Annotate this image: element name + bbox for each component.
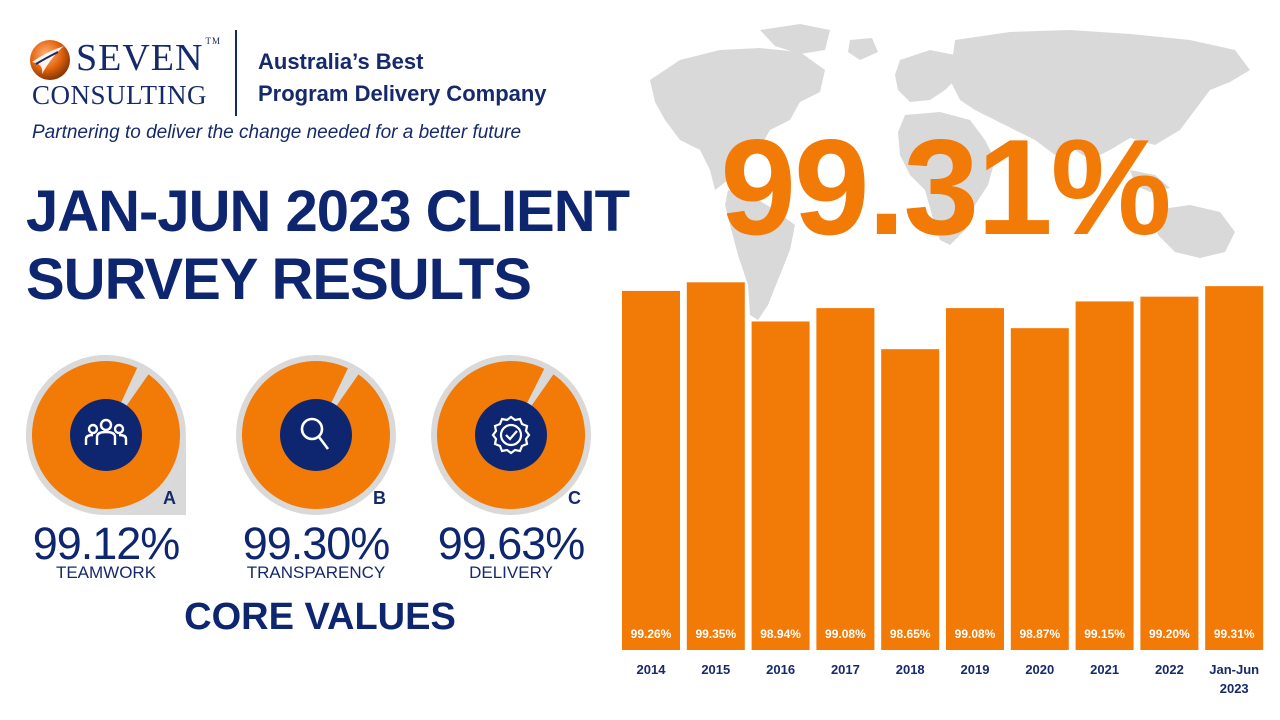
x-tick-label: 2023 <box>1220 681 1249 696</box>
bar-data-label: 99.20% <box>1149 627 1190 641</box>
bar-data-label: 98.65% <box>890 627 931 641</box>
logo-globe-icon <box>30 40 70 80</box>
dial-ring <box>26 355 186 515</box>
x-tick-label: 2017 <box>831 662 860 677</box>
transparency-label: TRANSPARENCY <box>246 563 386 582</box>
bar-2022 <box>1140 296 1199 650</box>
delivery-dial: C <box>431 355 591 515</box>
x-tick-label: 2018 <box>896 662 925 677</box>
team-icon <box>84 418 128 445</box>
x-tick-label: 2014 <box>637 662 667 677</box>
bar-2016 <box>751 321 810 650</box>
x-tick-label: 2020 <box>1025 662 1054 677</box>
x-tick-label: 2021 <box>1090 662 1119 677</box>
logo-divider <box>235 30 237 116</box>
bar-2020 <box>1010 328 1069 650</box>
dial-ring <box>431 355 591 515</box>
title-line-2: SURVEY RESULTS <box>26 247 532 312</box>
bar-2021 <box>1075 301 1134 650</box>
bar-2018 <box>881 349 940 650</box>
dial-ring <box>236 355 396 515</box>
title-line-1: JAN-JUN 2023 CLIENT <box>26 179 630 244</box>
brand-tagline: Australia’s Best Program Delivery Compan… <box>258 46 547 110</box>
transparency-percent: 99.30% <box>242 518 391 569</box>
bar-jan-jun-2023 <box>1205 286 1264 650</box>
x-tick-label: 2022 <box>1155 662 1184 677</box>
dial-letter: C <box>568 488 581 508</box>
brand-logo[interactable]: SEVEN TM CONSULTING <box>28 32 221 112</box>
delivery-percent: 99.63% <box>437 518 586 569</box>
delivery-label: DELIVERY <box>469 563 553 582</box>
teamwork-percent: 99.12% <box>32 518 181 569</box>
logo-name-top: SEVEN TM <box>76 36 221 79</box>
x-tick-label: Jan-Jun <box>1209 662 1259 677</box>
yearly-results-bar-chart: 99.26% 2014 99.35% 2015 98.94% 2016 99.08% 2017… <box>622 282 1264 696</box>
bar-data-label: 98.94% <box>760 627 801 641</box>
bar-2019 <box>946 308 1004 650</box>
bar-data-label: 98.87% <box>1019 627 1060 641</box>
bar-data-label: 99.35% <box>695 627 736 641</box>
magnifier-icon <box>300 417 330 450</box>
x-tick-label: 2016 <box>766 662 795 677</box>
world-map-background <box>650 24 1250 320</box>
brand-subtitle: Partnering to deliver the change needed … <box>32 122 522 143</box>
overall-result-value: 99.31% <box>720 111 1171 263</box>
bar-data-label: 99.15% <box>1084 627 1125 641</box>
x-tick-label: 2015 <box>701 662 730 677</box>
tagline-line-2: Program Delivery Company <box>258 81 547 106</box>
bar-2017 <box>816 308 875 650</box>
logo-name-bottom: CONSULTING <box>32 80 208 110</box>
bar-2015 <box>686 282 745 650</box>
tagline-line-1: Australia’s Best <box>258 49 424 74</box>
badge-check-icon <box>491 415 531 455</box>
bar-data-label: 99.26% <box>631 627 672 641</box>
dial-letter: B <box>373 488 386 508</box>
transparency-dial: B <box>236 355 396 515</box>
teamwork-dial: A <box>26 355 186 515</box>
dial-letter: A <box>163 488 176 508</box>
bar-data-label: 99.08% <box>825 627 866 641</box>
bar-2014 <box>622 290 680 650</box>
bar-data-label: 99.31% <box>1214 627 1255 641</box>
teamwork-label: TEAMWORK <box>55 563 157 582</box>
x-tick-label: 2019 <box>961 662 990 677</box>
trademark-mark: TM <box>205 36 221 46</box>
bar-data-label: 99.08% <box>955 627 996 641</box>
core-values-title: CORE VALUES <box>184 596 456 638</box>
page-title: JAN-JUN 2023 CLIENT SURVEY RESULTS <box>26 178 630 314</box>
